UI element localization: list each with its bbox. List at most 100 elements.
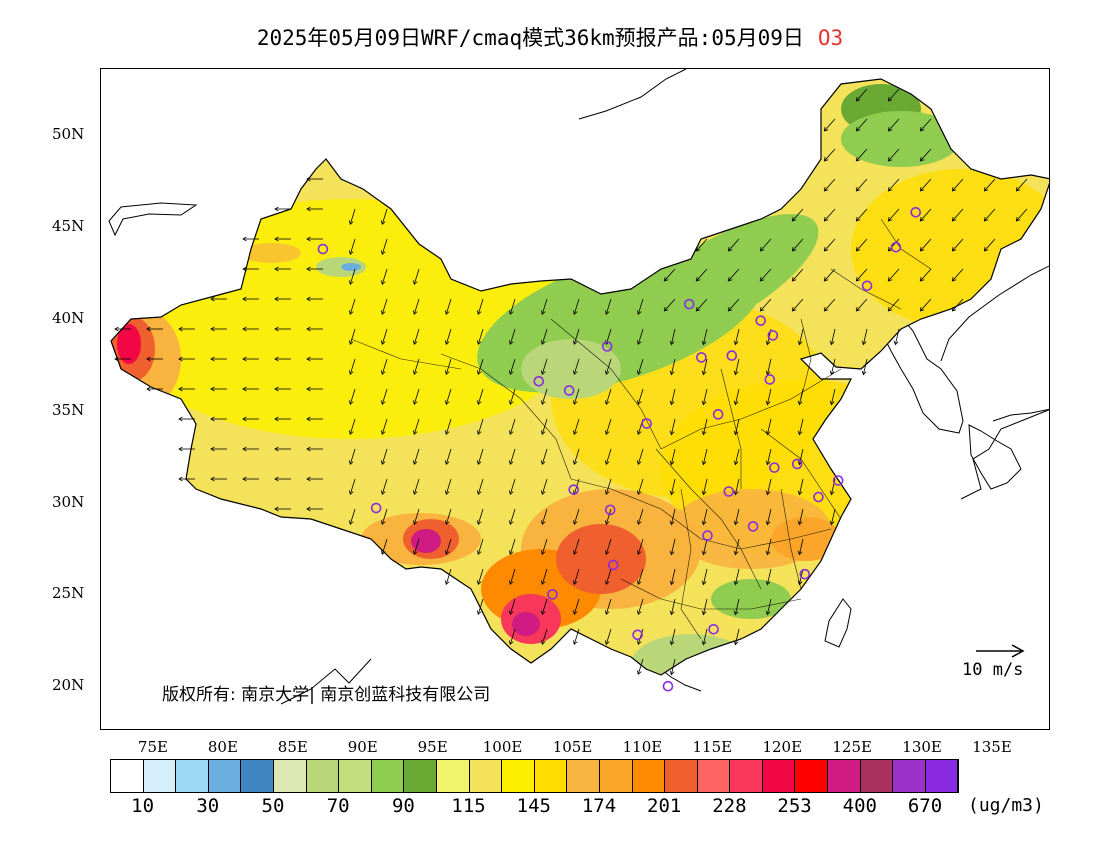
wind-arrow bbox=[477, 478, 484, 495]
wind-arrowhead bbox=[476, 370, 482, 376]
wind-arrow bbox=[760, 268, 772, 282]
wind-arrow bbox=[920, 178, 932, 192]
wind-arrow bbox=[573, 628, 580, 645]
wind-arrow bbox=[766, 538, 772, 555]
wind-arrowhead bbox=[733, 400, 739, 406]
wind-arrowhead bbox=[604, 460, 610, 466]
station-marker bbox=[813, 491, 824, 503]
wind-arrowhead bbox=[508, 310, 514, 316]
wind-arrowhead bbox=[797, 490, 803, 496]
station-marker bbox=[861, 280, 873, 292]
wind-arrow bbox=[637, 478, 644, 495]
wind-arrowhead bbox=[765, 610, 771, 616]
colorbar-swatch bbox=[111, 760, 144, 792]
wind-arrow bbox=[734, 328, 740, 345]
wind-arrow bbox=[381, 298, 388, 315]
wind-arrow bbox=[798, 448, 804, 465]
wind-arrowhead bbox=[636, 580, 642, 586]
wind-arrow bbox=[637, 508, 644, 525]
wind-arrowhead bbox=[306, 236, 311, 242]
wind-arrow bbox=[920, 118, 932, 132]
wind-arrow bbox=[670, 568, 676, 585]
station-marker bbox=[632, 629, 643, 641]
wind-arrow bbox=[920, 148, 932, 162]
wind-arrowhead bbox=[444, 310, 450, 316]
wind-arrowhead bbox=[701, 490, 707, 496]
wind-arrowhead bbox=[540, 430, 546, 436]
wind-arrowhead bbox=[701, 400, 707, 406]
wind-arrow bbox=[696, 238, 708, 252]
wind-arrow bbox=[381, 538, 388, 555]
wind-arrowhead bbox=[242, 386, 247, 392]
wind-arrow bbox=[798, 508, 804, 525]
wind-arrowhead bbox=[733, 340, 739, 346]
latitude-label: 35N bbox=[52, 400, 85, 419]
wind-arrowhead bbox=[951, 186, 957, 192]
wind-arrow bbox=[888, 238, 900, 252]
wind-arrow bbox=[349, 328, 356, 345]
wind-arrowhead bbox=[765, 430, 771, 436]
wind-arrowhead bbox=[476, 400, 482, 406]
wind-arrowhead bbox=[572, 400, 578, 406]
wind-arrowhead bbox=[572, 460, 578, 466]
wind-arrow bbox=[888, 298, 900, 312]
wind-arrow bbox=[702, 358, 708, 375]
wind-arrow bbox=[856, 268, 868, 282]
wind-arrow bbox=[509, 298, 516, 315]
wind-arrowhead bbox=[444, 430, 450, 436]
wind-arrow bbox=[670, 538, 676, 555]
wind-arrowhead bbox=[797, 520, 803, 526]
station-marker bbox=[601, 341, 613, 352]
wind-arrow bbox=[477, 298, 484, 315]
colorbar-swatch bbox=[502, 760, 535, 792]
wind-arrow bbox=[381, 268, 388, 285]
wind-arrowhead bbox=[797, 400, 803, 406]
wind-arrow bbox=[349, 238, 356, 255]
wind-arrowhead bbox=[274, 236, 279, 242]
wind-arrowhead bbox=[701, 640, 707, 646]
wind-arrow bbox=[760, 238, 772, 252]
wind-arrow bbox=[670, 658, 676, 675]
wind-arrowhead bbox=[348, 520, 354, 526]
wind-arrow bbox=[734, 508, 740, 525]
wind-arrowhead bbox=[476, 610, 482, 616]
wind-arrow bbox=[856, 88, 868, 102]
wind-arrow bbox=[766, 418, 772, 435]
wind-arrow bbox=[541, 478, 548, 495]
colorbar-swatch bbox=[404, 760, 437, 792]
wind-arrow bbox=[856, 118, 868, 132]
wind-arrow bbox=[381, 418, 388, 435]
colorbar-label: 90 bbox=[391, 795, 415, 817]
wind-arrowhead bbox=[855, 156, 861, 162]
colorbar-swatch bbox=[176, 760, 209, 792]
wind-arrowhead bbox=[572, 310, 578, 316]
wind-arrowhead bbox=[348, 250, 354, 256]
wind-arrowhead bbox=[412, 310, 418, 316]
wind-arrowhead bbox=[444, 400, 450, 406]
wind-arrowhead bbox=[380, 490, 386, 496]
wind-arrow bbox=[445, 328, 452, 345]
wind-arrowhead bbox=[178, 416, 183, 422]
wind-arrowhead bbox=[765, 520, 771, 526]
wind-arrowhead bbox=[412, 340, 418, 346]
wind-arrowhead bbox=[146, 356, 151, 362]
wind-arrowhead bbox=[701, 340, 707, 346]
wind-arrow bbox=[445, 478, 452, 495]
wind-arrow bbox=[734, 388, 740, 405]
wind-arrowhead bbox=[636, 430, 642, 436]
wind-arrow bbox=[728, 238, 740, 252]
longitude-label: 125E bbox=[832, 738, 872, 756]
station-marker bbox=[563, 385, 575, 396]
station-marker bbox=[604, 504, 616, 516]
wind-arrowhead bbox=[669, 460, 675, 466]
wind-arrow bbox=[862, 328, 868, 345]
wind-arrowhead bbox=[242, 236, 247, 242]
station-marker bbox=[702, 530, 713, 541]
wind-arrow bbox=[509, 568, 516, 585]
wind-arrowhead bbox=[348, 340, 354, 346]
wind-arrowhead bbox=[983, 216, 989, 222]
wind-arrowhead bbox=[733, 550, 739, 556]
wind-arrowhead bbox=[380, 400, 386, 406]
wind-arrowhead bbox=[306, 266, 311, 272]
wind-arrow bbox=[888, 148, 900, 162]
